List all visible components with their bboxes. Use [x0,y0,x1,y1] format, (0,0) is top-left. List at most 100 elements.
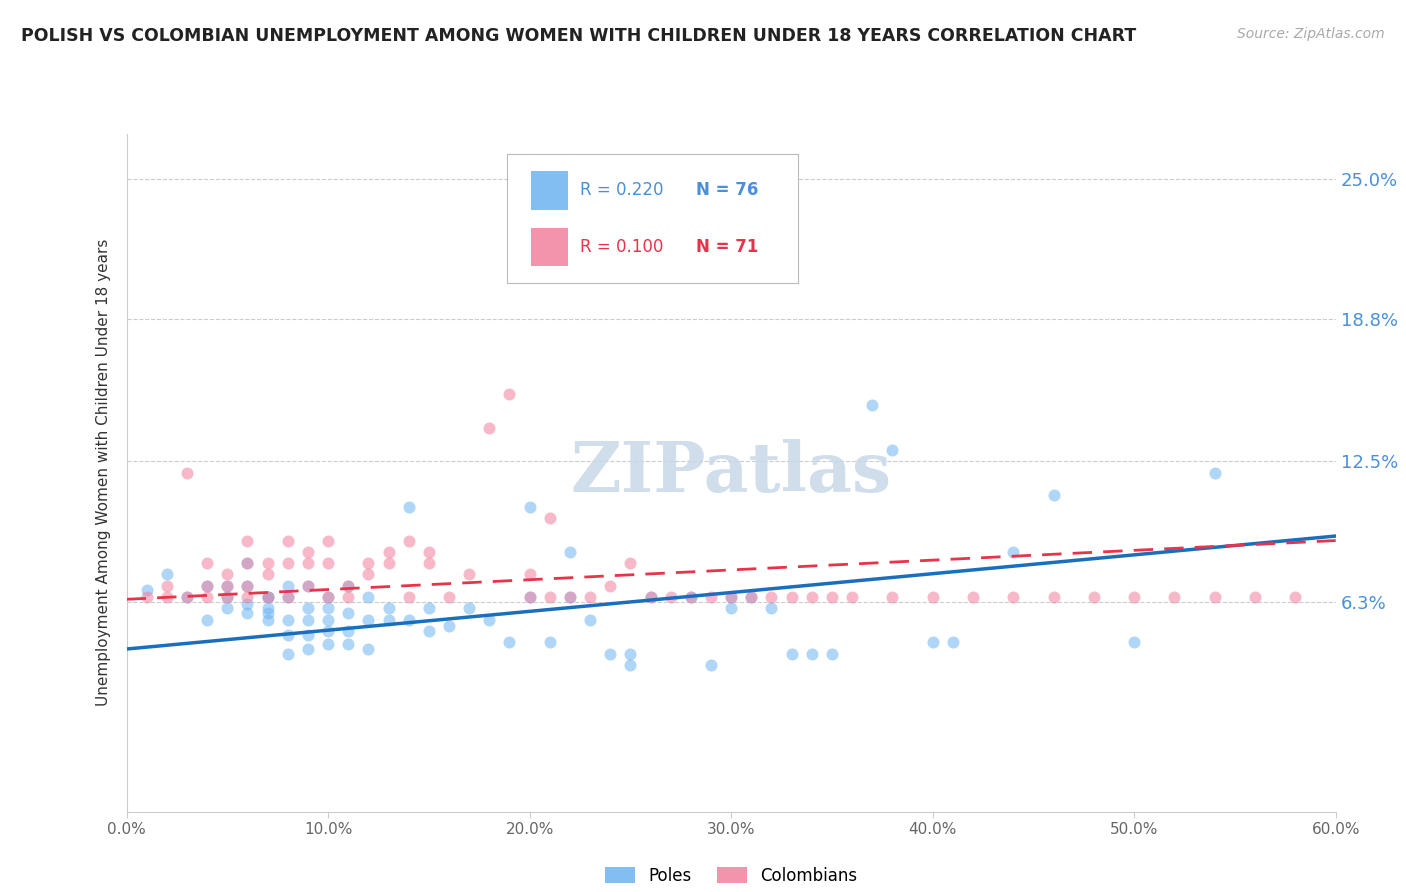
Point [256,601,278,615]
Point [700,657,723,672]
Point [640,590,662,604]
Point [357,556,380,570]
Point [316,556,339,570]
Text: N = 76: N = 76 [696,181,758,199]
Point [316,590,339,604]
Point [1204,590,1226,604]
Point [297,556,319,570]
Point [458,567,481,582]
Point [437,619,460,633]
Point [498,386,520,401]
Point [519,590,541,604]
Point [720,590,742,604]
Point [740,590,762,604]
Point [357,590,380,604]
Point [217,579,239,593]
Point [921,635,943,649]
Point [538,635,561,649]
Point [217,567,239,582]
Point [458,601,481,615]
Point [1123,590,1146,604]
Point [176,590,198,604]
Point [740,590,762,604]
Point [418,545,440,559]
Point [377,613,399,627]
Point [357,642,380,657]
Point [256,556,278,570]
Text: N = 71: N = 71 [696,238,758,256]
Bar [530,227,568,266]
Point [195,579,218,593]
Point [599,647,621,661]
Point [1002,590,1025,604]
Point [619,647,641,661]
Point [538,511,561,525]
Point [377,601,399,615]
Point [538,590,561,604]
Point [277,533,299,548]
Point [236,556,259,570]
Point [277,590,299,604]
Point [277,590,299,604]
Point [337,624,360,638]
Point [679,590,702,604]
Point [720,601,742,615]
Point [640,590,662,604]
Point [418,624,440,638]
Point [780,647,803,661]
Point [316,533,339,548]
Point [135,583,157,598]
Point [418,601,440,615]
Point [217,590,239,604]
Point [217,601,239,615]
Point [357,613,380,627]
Point [156,567,179,582]
Point [437,590,460,604]
Point [176,590,198,604]
Point [256,590,278,604]
Point [498,635,520,649]
Point [519,567,541,582]
Point [277,579,299,593]
Point [821,590,844,604]
Point [357,567,380,582]
Text: R = 0.220: R = 0.220 [581,181,664,199]
Point [558,590,581,604]
Point [256,567,278,582]
Point [579,590,602,604]
Point [1163,590,1185,604]
Point [921,590,943,604]
Point [256,613,278,627]
Point [1204,466,1226,480]
Point [297,628,319,642]
Point [962,590,984,604]
Point [337,579,360,593]
Point [297,545,319,559]
Point [316,624,339,638]
Point [558,590,581,604]
Point [659,590,682,604]
Point [377,556,399,570]
Point [800,590,823,604]
Point [316,613,339,627]
Point [1042,590,1064,604]
Point [659,194,682,209]
Point [377,545,399,559]
Point [720,590,742,604]
Point [256,606,278,620]
Point [942,635,965,649]
Y-axis label: Unemployment Among Women with Children Under 18 years: Unemployment Among Women with Children U… [96,239,111,706]
Point [256,590,278,604]
Point [1123,635,1146,649]
Point [761,590,783,604]
Point [195,579,218,593]
Point [337,579,360,593]
Point [599,579,621,593]
Point [519,500,541,514]
Point [1002,545,1025,559]
Point [256,590,278,604]
Point [195,613,218,627]
Point [236,579,259,593]
Text: POLISH VS COLOMBIAN UNEMPLOYMENT AMONG WOMEN WITH CHILDREN UNDER 18 YEARS CORREL: POLISH VS COLOMBIAN UNEMPLOYMENT AMONG W… [21,27,1136,45]
Point [297,579,319,593]
